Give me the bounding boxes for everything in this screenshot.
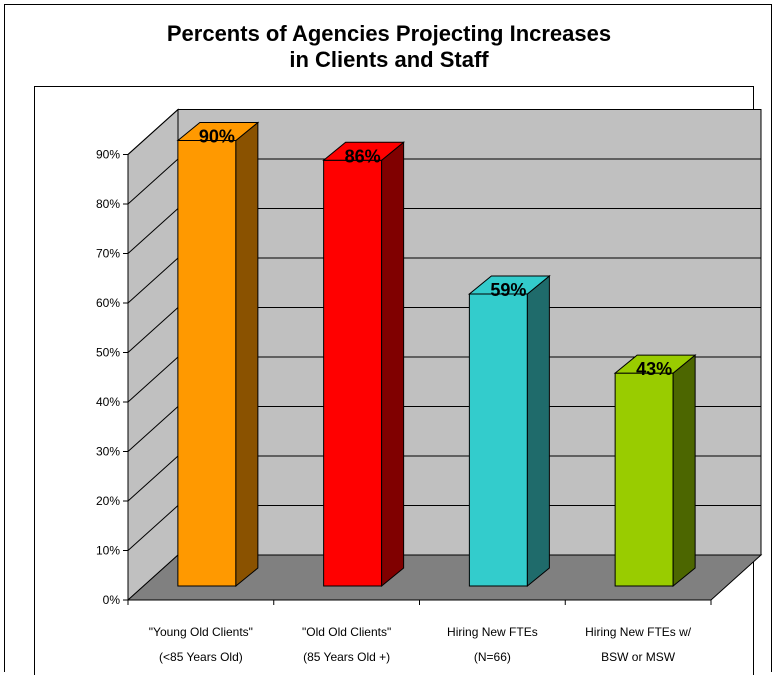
gridline-side — [127, 208, 179, 254]
bar-front-1 — [177, 140, 237, 587]
chart-title-line-2: in Clients and Staff — [289, 47, 489, 72]
y-tick-label: 70% — [96, 247, 120, 261]
gridline-side — [127, 455, 179, 502]
bar-front-4 — [614, 372, 674, 587]
bar-top-3 — [467, 275, 551, 295]
gridline-side — [127, 307, 179, 353]
gridline-side — [127, 505, 179, 551]
data-label-4: 43% — [636, 359, 672, 379]
y-tick-label: 60% — [96, 296, 120, 310]
x-category-label: (<85 Years Old) — [159, 650, 243, 664]
y-tick-label: 40% — [96, 395, 120, 409]
bar-side-3 — [526, 274, 550, 588]
x-category-label: Hiring New FTEs w/ — [585, 625, 692, 639]
x-category-label: "Young Old Clients" — [149, 625, 253, 639]
gridline-side — [127, 109, 179, 155]
x-category-label: (N=66) — [474, 650, 511, 664]
chart-title-line-1: Percents of Agencies Projecting Increase… — [166, 21, 612, 46]
bar-top-1 — [176, 122, 260, 141]
gridline-side — [127, 257, 179, 304]
side-wall — [127, 108, 179, 602]
gridline-side — [127, 356, 179, 403]
gridline-side — [127, 406, 179, 452]
y-tick-label: 0% — [103, 593, 121, 607]
bar-side-2 — [381, 141, 405, 588]
bar-side-1 — [235, 121, 259, 588]
bar-front-3 — [468, 293, 528, 587]
data-label-1: 90% — [199, 127, 235, 147]
x-category-label: BSW or MSW — [601, 650, 676, 664]
gridline-side — [127, 158, 179, 205]
chart-title: Percents of Agencies Projecting Increase… — [0, 21, 778, 73]
y-tick-label: 30% — [96, 445, 120, 459]
bar-top-4 — [613, 354, 697, 374]
data-label-3: 59% — [490, 280, 526, 300]
y-tick-label: 80% — [96, 197, 120, 211]
bar-side-4 — [672, 354, 696, 588]
x-category-label: Hiring New FTEs — [447, 625, 538, 639]
y-tick-label: 90% — [96, 148, 120, 162]
x-category-label: (85 Years Old +) — [303, 650, 390, 664]
y-tick-label: 20% — [96, 494, 120, 508]
y-tick-label: 50% — [96, 346, 120, 360]
bar-front-2 — [323, 159, 383, 587]
bar-top-2 — [322, 141, 406, 161]
data-label-2: 86% — [345, 146, 381, 166]
x-category-label: "Old Old Clients" — [302, 625, 391, 639]
chart-outer-frame — [4, 4, 772, 672]
y-tick-label: 10% — [96, 544, 120, 558]
